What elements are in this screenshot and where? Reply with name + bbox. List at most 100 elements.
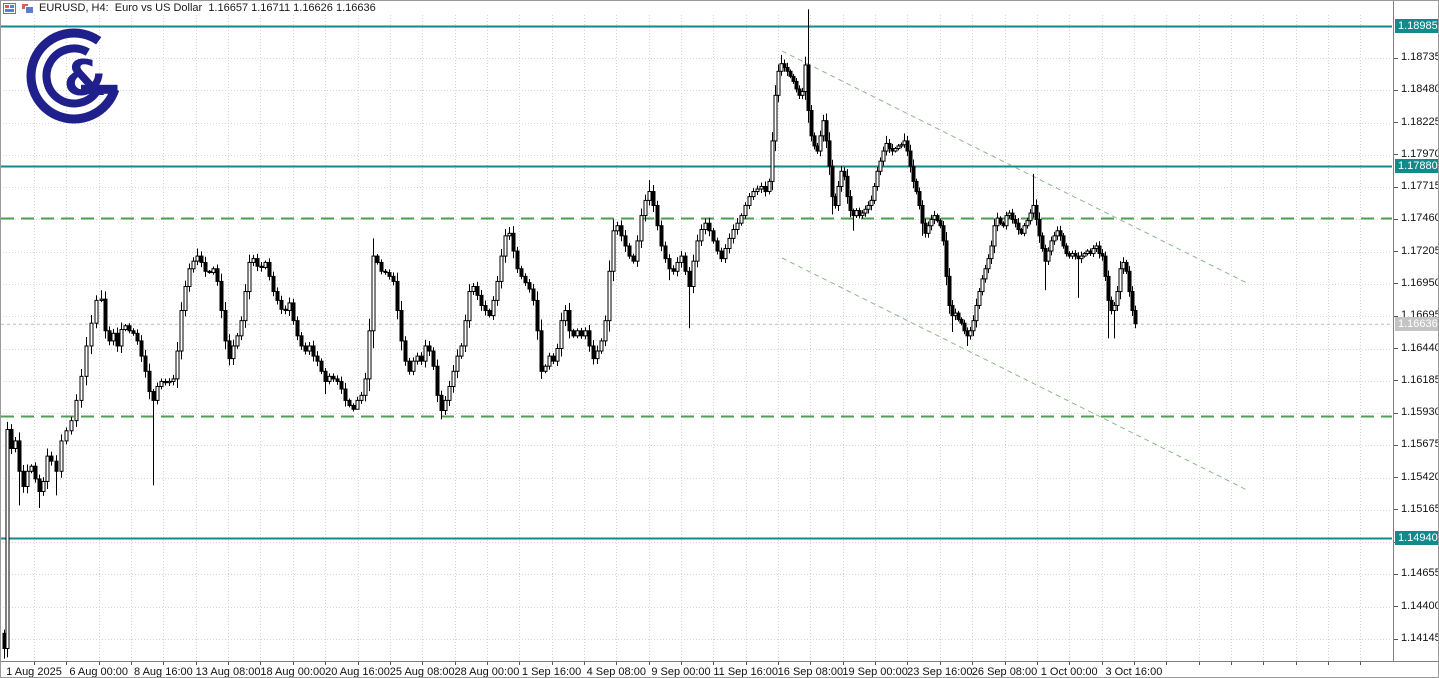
logo-g-crossbar (81, 84, 118, 94)
price-axis-label: 1.15675 (1401, 438, 1439, 451)
candle-body-down (515, 250, 520, 270)
candle-body-down (842, 170, 847, 177)
candle-body-up (899, 144, 904, 147)
candle-body-down (944, 240, 949, 277)
candle-body-down (107, 330, 112, 342)
candle-body-down (347, 399, 352, 406)
candle-body-down (806, 64, 811, 112)
candle-body-up (1091, 248, 1096, 255)
candle-body-up (507, 232, 512, 237)
price-axis-label: 1.15165 (1401, 502, 1439, 515)
quotes-grid-icon[interactable] (3, 2, 16, 14)
candle-body-up (875, 170, 880, 187)
candle-body-up (463, 320, 468, 347)
price-axis-label: 1.17970 (1401, 147, 1439, 160)
candle-body-down (379, 261, 384, 272)
time-axis-label: 13 Aug 08:00 (195, 666, 261, 678)
time-axis-tick (746, 662, 747, 665)
candle-body-up (755, 188, 760, 193)
time-axis-label: 3 Oct 16:00 (1105, 666, 1163, 678)
candle-body-down (941, 225, 946, 242)
candle-body-up (447, 385, 452, 401)
candle-body-down (49, 455, 54, 462)
candle-body-up (691, 260, 696, 287)
candle-body-down (591, 345, 596, 360)
candle-body-down (1097, 245, 1102, 255)
time-axis-label: 1 Aug 2025 (6, 666, 62, 678)
new-chart-icon[interactable] (21, 2, 34, 14)
candle-body-down (1010, 212, 1015, 220)
price-axis-tick (1394, 89, 1398, 91)
time-axis-label: 19 Sep 00:00 (842, 666, 908, 678)
candle-body-down (671, 268, 676, 272)
price-axis[interactable]: 1.18735 1.18480 1.18225 1.17970 1.17715 1.174… (1393, 1, 1439, 661)
candle-body-down (962, 322, 967, 332)
candle-body-up (455, 355, 460, 372)
candle-body-up (359, 394, 364, 401)
candle-body-up (84, 345, 89, 377)
chart-title-bar: EURUSD, H4: Euro vs US Dollar 1.16657 1.… (3, 2, 376, 14)
price-axis-label: 1.17205 (1401, 244, 1439, 257)
candle-body-down (791, 75, 796, 82)
candle-body-up (1082, 253, 1087, 257)
time-axis-label: 11 Sep 16:00 (713, 666, 779, 678)
candle-body-down (375, 255, 380, 263)
candle-body-up (5, 429, 10, 650)
candle-body-down (812, 135, 817, 147)
time-axis[interactable]: 1 Aug 2025 6 Aug 00:00 8 Aug 16:00 13 Aug 0… (1, 661, 1438, 678)
candle-body-up (491, 299, 496, 317)
candle-body-down (223, 310, 228, 342)
time-axis-tick (99, 662, 100, 665)
candle-body-down (391, 275, 396, 282)
candlestick-chart-canvas[interactable] (1, 1, 1393, 661)
candle-body-down (998, 217, 1003, 224)
candle-body-up (863, 208, 868, 214)
candle-body-up (727, 237, 732, 250)
brand-logo: & (19, 27, 137, 130)
candle-body-down (1106, 275, 1111, 301)
candle-body-down (809, 110, 814, 137)
price-axis-tick (1394, 509, 1398, 511)
candle-body-up (175, 350, 180, 380)
price-axis-label: 1.18735 (1401, 51, 1439, 63)
candle-body-down (830, 165, 835, 198)
candle-body-up (467, 291, 472, 322)
candle-body-down (579, 330, 584, 337)
time-axis-tick (681, 662, 682, 665)
candle-body-up (635, 240, 640, 262)
price-axis-label: 1.14400 (1401, 599, 1439, 612)
candle-body-down (103, 298, 108, 332)
candle-body-up (503, 235, 508, 257)
logo-ampersand: & (64, 50, 107, 107)
candle-body-down (215, 268, 220, 282)
price-axis-label: 1.18225 (1401, 115, 1439, 128)
candle-body-up (307, 345, 312, 352)
candle-body-down (351, 404, 356, 410)
candle-body-down (908, 150, 913, 167)
candle-body-up (1028, 212, 1033, 222)
candle-body-down (163, 380, 168, 384)
time-axis-tick (390, 662, 391, 665)
candle-body-down (291, 302, 296, 322)
candle-body-up (866, 204, 871, 210)
candle-body-down (848, 196, 853, 212)
time-axis-tick (1360, 662, 1361, 665)
candle-body-down (283, 308, 288, 312)
candle-body-up (563, 310, 568, 322)
candle-body-up (977, 291, 982, 306)
candle-body-up (367, 330, 372, 380)
price-axis-label: 1.15420 (1401, 470, 1439, 483)
key-level-badge: 1.14940 (1395, 531, 1438, 546)
time-axis-label: 6 Aug 00:00 (69, 666, 129, 678)
candle-body-up (559, 320, 564, 350)
candle-body-up (615, 225, 620, 232)
candle-body-up (327, 375, 332, 382)
candle-body-down (935, 215, 940, 222)
time-axis-tick (228, 662, 229, 665)
candle-body-down (947, 275, 952, 306)
candle-body-down (824, 120, 829, 142)
time-axis-tick (163, 662, 164, 665)
candle-body-up (743, 204, 748, 217)
candle-body-down (21, 470, 26, 487)
candle-body-up (647, 191, 652, 201)
